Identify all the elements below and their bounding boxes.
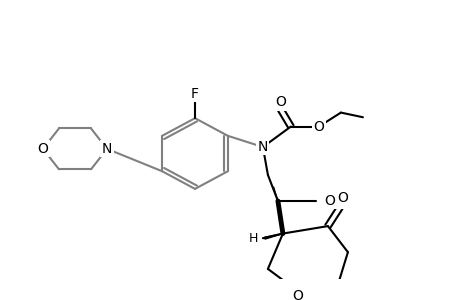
Text: H: H (248, 232, 257, 245)
Text: F: F (190, 87, 199, 101)
Polygon shape (264, 233, 282, 239)
Text: N: N (101, 142, 112, 156)
Text: O: O (313, 119, 324, 134)
Text: O: O (38, 142, 48, 156)
Text: O: O (292, 289, 302, 300)
Text: N: N (257, 140, 268, 154)
Text: O: O (275, 95, 285, 110)
Text: O: O (337, 191, 347, 205)
Text: OH: OH (323, 194, 344, 208)
